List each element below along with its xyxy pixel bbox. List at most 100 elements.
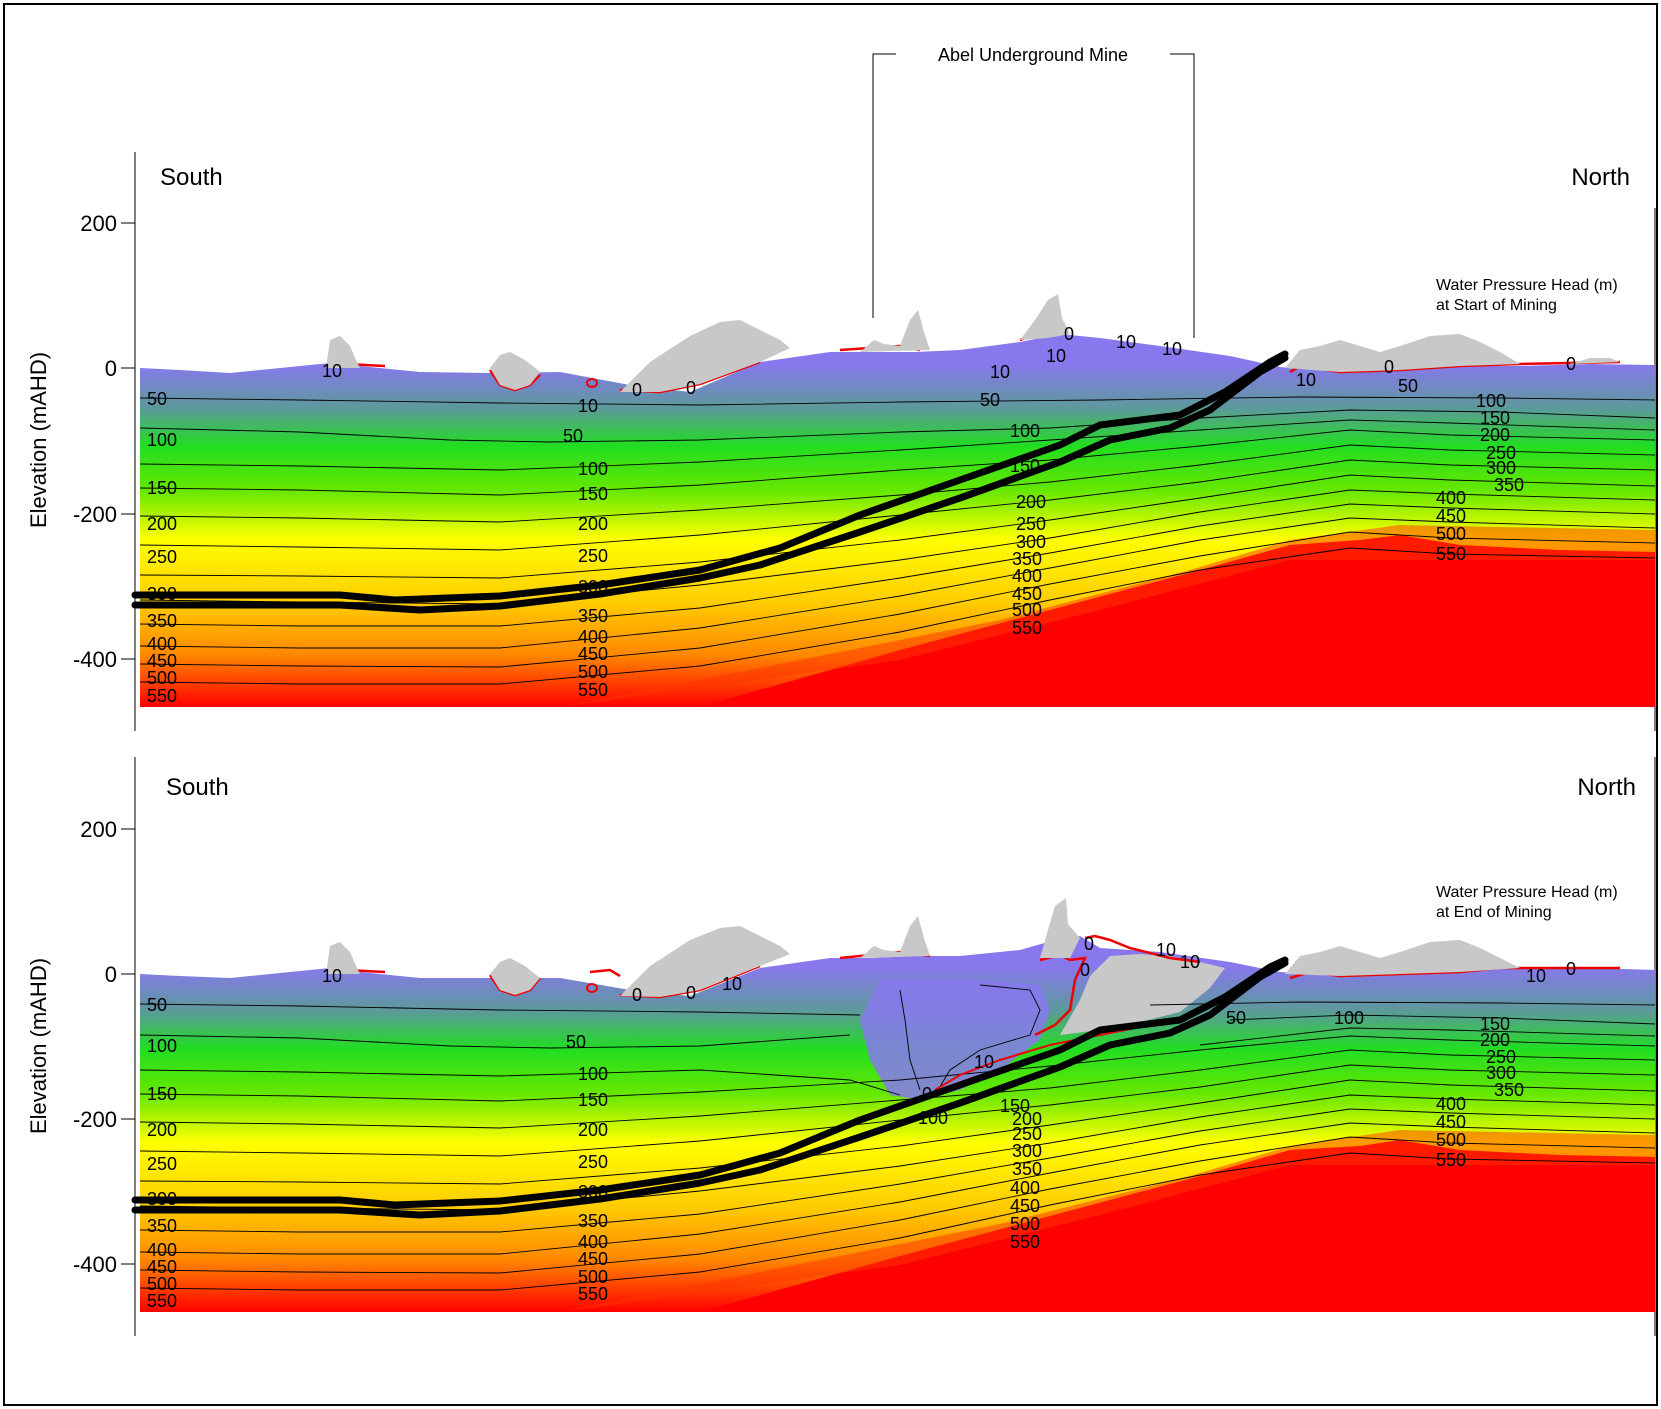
- contour-label: 400: [147, 634, 177, 654]
- contour-lines: [139, 984, 1656, 1291]
- contour-label: 250: [1486, 1047, 1516, 1067]
- contour-label: 100: [1476, 391, 1506, 411]
- contour-label: 200: [147, 1120, 177, 1140]
- contour-label: 10: [1046, 346, 1066, 366]
- contour-label: 0: [632, 985, 642, 1005]
- contour-label: 200: [1480, 1030, 1510, 1050]
- contour-label: 350: [1012, 1159, 1042, 1179]
- ytick-label: 200: [80, 211, 117, 236]
- contour-label: 500: [1436, 524, 1466, 544]
- contour-label: 100: [578, 459, 608, 479]
- contour-label: 250: [578, 1152, 608, 1172]
- contour-label: 50: [980, 390, 1000, 410]
- panel-start: 200 0 -200 -400 Elevation (mAHD) South N…: [26, 152, 1656, 731]
- contour-label: 300: [1016, 532, 1046, 552]
- ytick-label: 0: [105, 962, 117, 987]
- south-label: South: [160, 164, 223, 191]
- contour-label: 350: [147, 611, 177, 631]
- terrain: [326, 294, 1620, 392]
- ytick-label: -200: [73, 1107, 117, 1132]
- contour-label: 100: [147, 1036, 177, 1056]
- contour-label: 500: [147, 668, 177, 688]
- ytick-label: -200: [73, 502, 117, 527]
- panel-caption-sub: at End of Mining: [1436, 904, 1552, 921]
- contour-label: 10: [1116, 332, 1136, 352]
- contour-label: 10: [1162, 339, 1182, 359]
- contour-label: 300: [147, 1189, 177, 1209]
- contour-label: 450: [147, 651, 177, 671]
- contour-labels: 50 100 150 200 250 300 350 400 450 500 5…: [147, 934, 1576, 1311]
- contour-label: 550: [578, 1284, 608, 1304]
- contour-label: 0: [922, 1084, 932, 1104]
- contour-label: 550: [578, 680, 608, 700]
- panel-end: 200 0 -200 -400 Elevation (mAHD) South N…: [26, 757, 1656, 1336]
- contour-label: 450: [147, 1257, 177, 1277]
- contour-label: 100: [1334, 1008, 1364, 1028]
- contour-label: 200: [578, 1120, 608, 1140]
- contour-label: 50: [566, 1032, 586, 1052]
- contour-label: 550: [1012, 618, 1042, 638]
- contour-label: 10: [322, 966, 342, 986]
- contour-label: 0: [1084, 934, 1094, 954]
- north-label: North: [1571, 164, 1630, 191]
- contour-label: 10: [1156, 940, 1176, 960]
- contour-label: 500: [1436, 1130, 1466, 1150]
- contour-label: 10: [1180, 952, 1200, 972]
- y-ticks: [121, 222, 135, 660]
- contour-label: 550: [1436, 544, 1466, 564]
- contour-label: 200: [1016, 492, 1046, 512]
- contour-label: 450: [1436, 1112, 1466, 1132]
- terrain: [326, 898, 1520, 997]
- y-ticks: [121, 828, 135, 1265]
- ytick-label: 200: [80, 817, 117, 842]
- panel-caption-sub: at Start of Mining: [1436, 297, 1557, 314]
- contour-label: 500: [578, 662, 608, 682]
- contour-label: 50: [563, 426, 583, 446]
- contour-label: 10: [322, 361, 342, 381]
- depressurised-zone: [860, 980, 1050, 1100]
- contour-label: 450: [578, 1249, 608, 1269]
- contour-label: 350: [147, 1216, 177, 1236]
- contour-label: 450: [1010, 1196, 1040, 1216]
- contour-label: 0: [1080, 960, 1090, 980]
- contour-label: 550: [1010, 1232, 1040, 1252]
- contour-label: 500: [1012, 600, 1042, 620]
- contour-label: 10: [974, 1052, 994, 1072]
- contour-label: 300: [578, 1182, 608, 1202]
- mine-title: Abel Underground Mine: [938, 45, 1128, 65]
- contour-label: 10: [990, 362, 1010, 382]
- contour-label: 100: [1010, 421, 1040, 441]
- contour-label: 450: [1012, 584, 1042, 604]
- y-axis-label: Elevation (mAHD): [26, 352, 51, 528]
- contour-label: 0: [1064, 324, 1074, 344]
- contour-label: 250: [147, 547, 177, 567]
- contour-label: 100: [578, 1064, 608, 1084]
- contour-label: 300: [147, 584, 177, 604]
- y-axis-label: Elevation (mAHD): [26, 958, 51, 1134]
- contour-label: 200: [1012, 1109, 1042, 1129]
- ytick-label: 0: [105, 356, 117, 381]
- contour-label: 200: [578, 514, 608, 534]
- contour-label: 50: [147, 995, 167, 1015]
- contour-label: 150: [147, 1084, 177, 1104]
- mine-seam: [131, 350, 1289, 614]
- contour-label: 500: [1010, 1214, 1040, 1234]
- contour-label: 300: [1486, 1063, 1516, 1083]
- contour-label: 0: [632, 380, 642, 400]
- mine-seam: [131, 956, 1289, 1219]
- contour-label: 150: [1480, 1014, 1510, 1034]
- mine-extent-bracket: Abel Underground Mine: [872, 45, 1195, 338]
- contour-label: 250: [578, 546, 608, 566]
- contour-label: 150: [578, 1090, 608, 1110]
- south-label: South: [166, 774, 229, 801]
- contour-label: 50: [1398, 376, 1418, 396]
- north-label: North: [1577, 774, 1636, 801]
- contour-label: 0: [686, 983, 696, 1003]
- contour-label: 100: [147, 430, 177, 450]
- contour-label: 10: [578, 396, 598, 416]
- figure-border: [3, 3, 1658, 1406]
- contour-label: 350: [1494, 1080, 1524, 1100]
- contour-label: 250: [1016, 514, 1046, 534]
- contour-label: 0: [1384, 357, 1394, 377]
